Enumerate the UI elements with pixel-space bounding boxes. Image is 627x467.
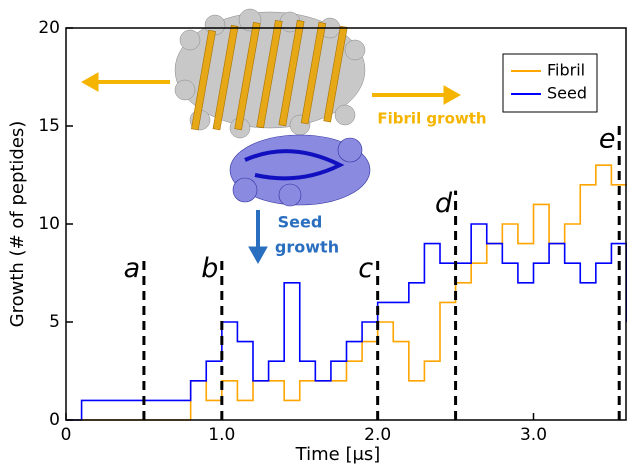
y-tick-label: 10 [38, 214, 60, 234]
y-tick-label: 15 [38, 116, 60, 136]
x-tick-label: 0 [61, 425, 72, 445]
annotation-label: e [599, 124, 616, 155]
inset-image [80, 8, 462, 265]
y-tick-label: 5 [49, 312, 60, 332]
series-line [66, 223, 627, 421]
y-axis-label: Growth (# of peptides) [7, 121, 28, 328]
x-tick-label: 1.0 [208, 425, 235, 445]
annotation-label: b [201, 253, 218, 284]
y-tick-label: 20 [38, 18, 60, 38]
annotation-label: d [435, 188, 453, 219]
legend-label: Fibril [547, 61, 585, 80]
annotation-label: a [124, 253, 141, 284]
inset-label: Fibril growth [377, 110, 486, 128]
annotation-label: c [358, 253, 373, 284]
inset-label: growth [275, 238, 339, 257]
y-tick-label: 0 [49, 410, 60, 430]
legend-box [502, 53, 598, 113]
x-tick-label: 3.0 [520, 425, 547, 445]
inset-label: Seed [278, 213, 323, 232]
x-tick-label: 2.0 [364, 425, 391, 445]
legend-label: Seed [547, 84, 587, 103]
series-line [66, 164, 627, 421]
x-axis-label: Time [μs] [295, 444, 381, 465]
